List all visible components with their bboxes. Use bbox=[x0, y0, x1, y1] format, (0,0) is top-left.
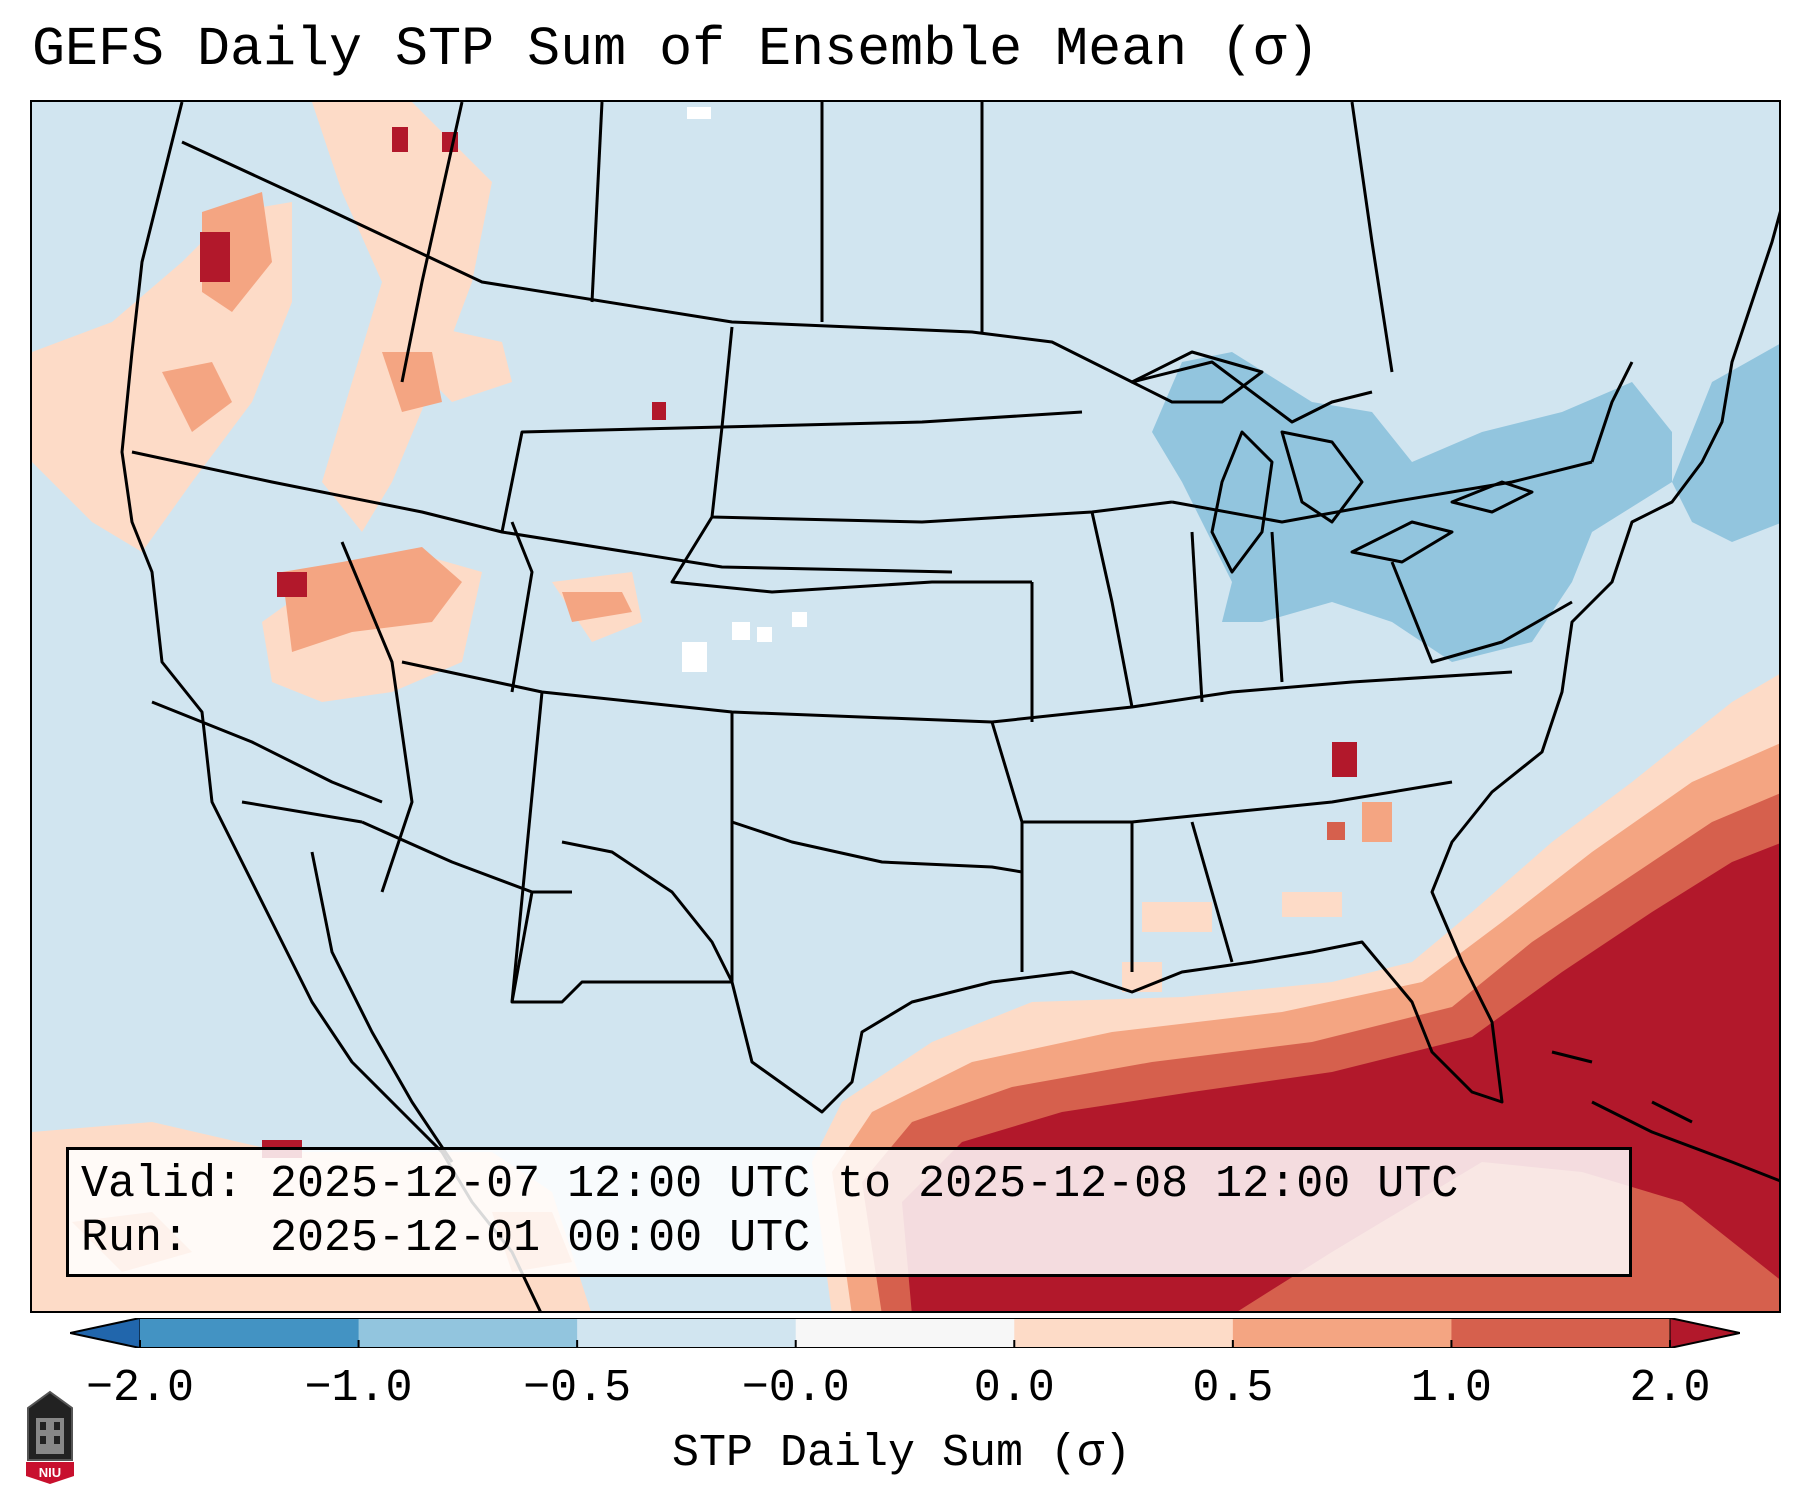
colorbar-tick-label: 2.0 bbox=[1629, 1363, 1711, 1414]
colorbar-segment bbox=[1232, 1318, 1452, 1348]
colorbar-tick-label: −2.0 bbox=[85, 1363, 195, 1414]
colorbar-tick-label: 0.5 bbox=[1192, 1363, 1274, 1414]
map-title: GEFS Daily STP Sum of Ensemble Mean (σ) bbox=[32, 18, 1320, 81]
colorbar-tick-label: −1.0 bbox=[304, 1363, 413, 1414]
colorbar-tick-label: −0.5 bbox=[523, 1363, 632, 1414]
map-canvas bbox=[32, 102, 1779, 1311]
colorbar-tick-label: −0.0 bbox=[741, 1363, 850, 1414]
colorbar-segment bbox=[358, 1318, 578, 1348]
colorbar-extend-low bbox=[70, 1318, 141, 1348]
colorbar-label: STP Daily Sum (σ) bbox=[671, 1428, 1132, 1479]
colorbar bbox=[70, 1318, 1740, 1348]
colorbar-segment bbox=[140, 1318, 360, 1348]
map-panel bbox=[30, 100, 1781, 1313]
near-zero-white-patches bbox=[682, 107, 807, 672]
colorbar-segment bbox=[577, 1318, 797, 1348]
strongest-anomaly-west bbox=[200, 127, 1357, 1158]
colorbar-segment bbox=[795, 1318, 1015, 1348]
niu-logo: NIU bbox=[26, 1390, 74, 1484]
colorbar-tick-label: 1.0 bbox=[1410, 1363, 1492, 1414]
valid-time-text: Valid: 2025-12-07 12:00 UTC to 2025-12-0… bbox=[81, 1159, 1459, 1210]
svg-text:NIU: NIU bbox=[39, 1465, 61, 1480]
positive-anomaly-west bbox=[32, 102, 642, 1311]
negative-anomaly-northeast bbox=[1152, 344, 1779, 662]
colorbar-extend-high bbox=[1669, 1318, 1740, 1348]
colorbar-segment bbox=[1451, 1318, 1671, 1348]
run-time-text: Run: 2025-12-01 00:00 UTC bbox=[81, 1213, 811, 1264]
colorbar-segment bbox=[1014, 1318, 1234, 1348]
colorbar-tick-label: 0.0 bbox=[973, 1363, 1055, 1414]
valid-run-info-box: Valid: 2025-12-07 12:00 UTC to 2025-12-0… bbox=[66, 1147, 1632, 1277]
